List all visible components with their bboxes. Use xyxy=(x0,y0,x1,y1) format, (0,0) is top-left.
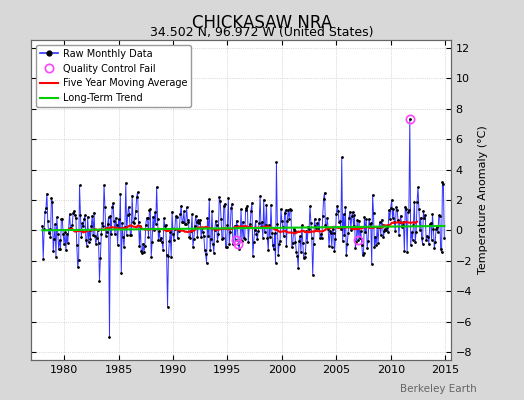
Text: 34.502 N, 96.972 W (United States): 34.502 N, 96.972 W (United States) xyxy=(150,26,374,39)
Text: Berkeley Earth: Berkeley Earth xyxy=(400,384,477,394)
Y-axis label: Temperature Anomaly (°C): Temperature Anomaly (°C) xyxy=(477,126,487,274)
Legend: Raw Monthly Data, Quality Control Fail, Five Year Moving Average, Long-Term Tren: Raw Monthly Data, Quality Control Fail, … xyxy=(36,45,191,107)
Text: CHICKASAW NRA: CHICKASAW NRA xyxy=(192,14,332,32)
